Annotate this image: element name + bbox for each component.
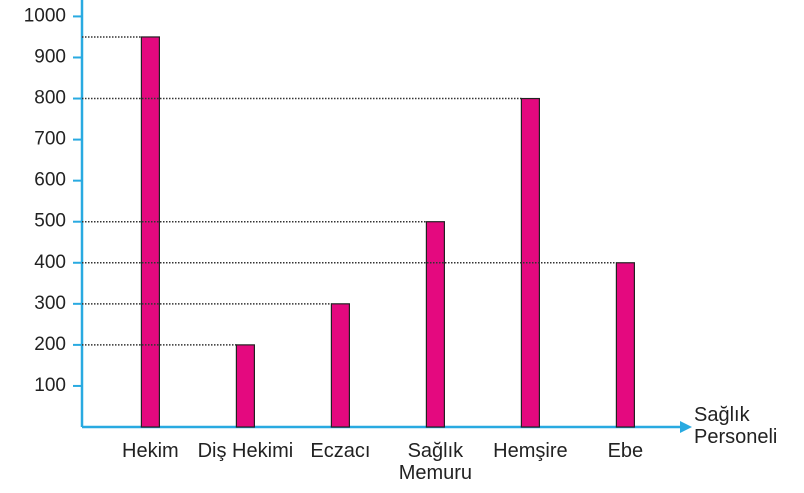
y-tick-label: 1000 bbox=[24, 5, 66, 26]
bar bbox=[330, 303, 350, 428]
y-tick-label: 800 bbox=[34, 88, 66, 109]
x-tick-label: Hemşire bbox=[493, 440, 568, 462]
y-tick-label: 600 bbox=[34, 170, 66, 191]
y-tick-label: 700 bbox=[34, 129, 66, 150]
x-tick-label: Eczacı bbox=[310, 440, 371, 462]
y-tick-label: 500 bbox=[34, 211, 66, 232]
x-axis-arrow bbox=[680, 421, 692, 433]
x-tick-label: Hekim bbox=[122, 440, 179, 462]
x-axis-label: Sağlık Personeli bbox=[694, 404, 778, 448]
bar bbox=[425, 221, 445, 428]
x-tick-label: Diş Hekimi bbox=[197, 440, 294, 462]
bar bbox=[615, 262, 636, 428]
y-tick-label: 200 bbox=[34, 334, 66, 355]
bar bbox=[140, 36, 160, 428]
y-tick-label: 300 bbox=[34, 293, 66, 314]
y-tick-label: 400 bbox=[34, 252, 66, 273]
y-tick-label: 100 bbox=[34, 375, 66, 396]
x-tick-label: Sağlık Memuru bbox=[398, 440, 473, 484]
x-tick-label: Ebe bbox=[607, 440, 644, 462]
y-tick-label: 900 bbox=[34, 46, 66, 67]
bar bbox=[235, 344, 255, 428]
